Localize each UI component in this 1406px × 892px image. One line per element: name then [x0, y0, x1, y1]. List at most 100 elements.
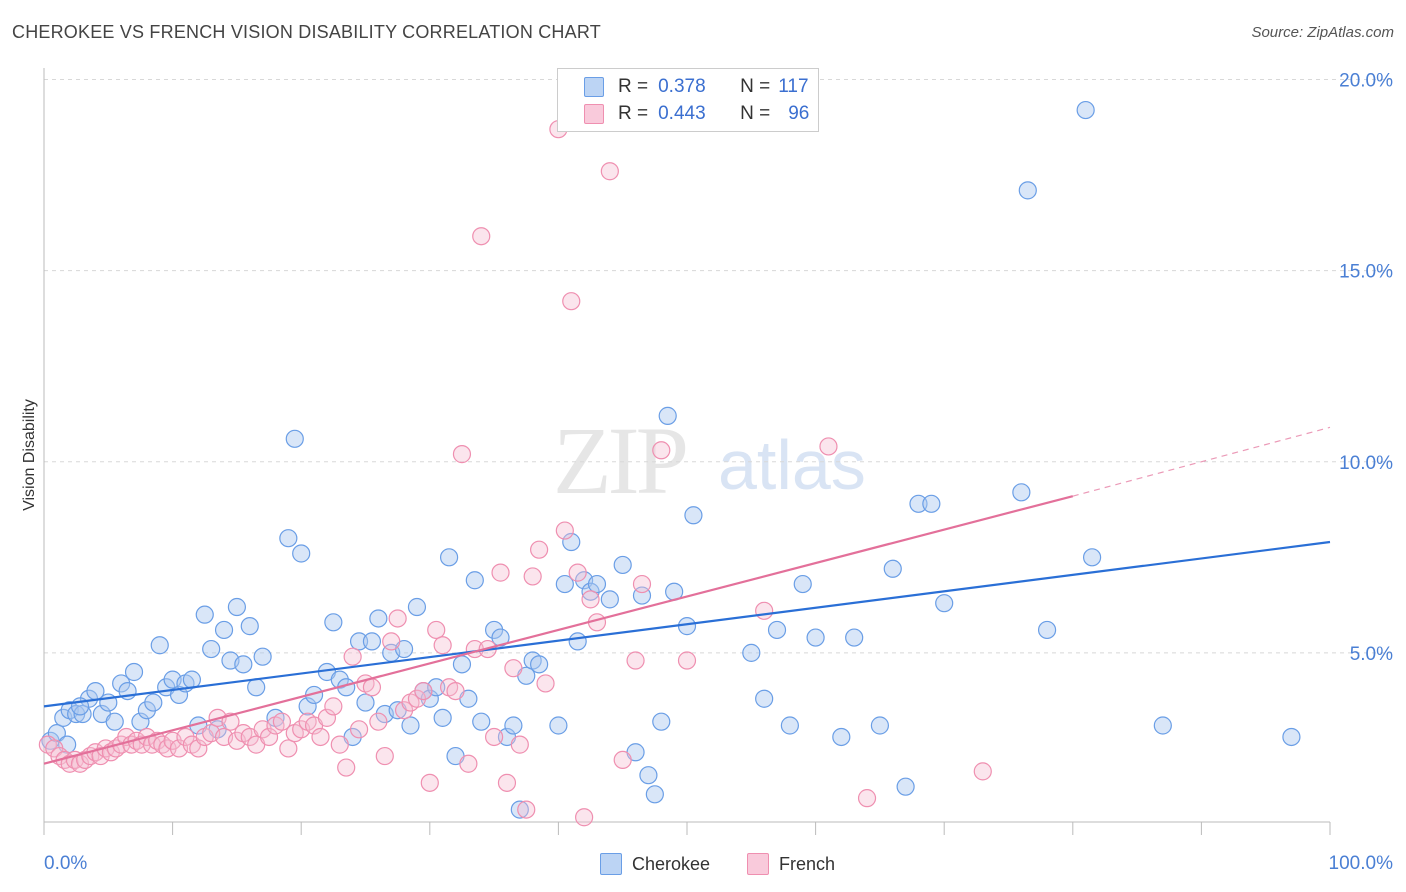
french-point [459, 754, 478, 773]
french-point [632, 574, 652, 594]
french-point [600, 162, 619, 181]
legend: R = 0.378 N = 117 R = 0.443 N = 96 [557, 68, 819, 132]
french-point [581, 590, 600, 609]
source-label: Source: ZipAtlas.com [1251, 24, 1394, 41]
french-point [562, 292, 581, 311]
cherokee-point [742, 643, 761, 662]
x-tick-label-min: 0.0% [44, 853, 87, 874]
french-point [652, 441, 671, 460]
y-tick-label: 20.0% [1339, 71, 1393, 92]
cherokee-point [922, 494, 941, 513]
legend-n-label: N = [740, 76, 771, 97]
cherokee-point [568, 632, 587, 651]
cherokee-point [684, 506, 703, 525]
cherokee-point [324, 613, 343, 632]
bottom-legend-cherokee-label: Cherokee [632, 853, 711, 874]
french-point [857, 789, 877, 808]
cherokee-point [1037, 620, 1057, 640]
french-point [530, 540, 549, 559]
french-point [510, 735, 529, 754]
cherokee-point [362, 632, 382, 651]
french-point [259, 727, 279, 747]
cherokee-point [131, 712, 150, 731]
french-point [555, 521, 574, 540]
cherokee-point [369, 609, 388, 628]
legend-row-cherokee: R = 0.378 N = 117 [584, 75, 809, 99]
french-point [452, 445, 472, 464]
french-point [575, 808, 594, 827]
cherokee-point [279, 529, 298, 548]
cherokee-point [433, 708, 452, 727]
cherokee-point [105, 712, 124, 731]
french-point [677, 651, 697, 670]
chart-title: CHEROKEE VS FRENCH VISION DISABILITY COR… [12, 22, 601, 42]
cherokee-point [195, 605, 214, 624]
cherokee-point [465, 571, 484, 590]
cherokee-point [292, 544, 311, 563]
cherokee-point [298, 697, 317, 716]
watermark-atlas: atlas [718, 426, 866, 504]
french-point [755, 601, 774, 620]
french-point [382, 632, 401, 651]
cherokee-point [240, 617, 259, 636]
legend-r-label: R = [618, 103, 649, 124]
cherokee-point [896, 777, 915, 796]
cherokee-point [144, 693, 163, 712]
cherokee-point [587, 574, 607, 594]
legend-r-value: 0.378 [658, 76, 706, 97]
cherokee-point [845, 628, 864, 647]
x-tick-label-max: 100.0% [1329, 853, 1394, 874]
bottom-legend-french: French [747, 852, 835, 876]
french-point [279, 739, 298, 758]
cherokee-point [613, 555, 632, 575]
french-point [337, 758, 356, 777]
cherokee-point [150, 636, 169, 655]
cherokee-point [182, 670, 201, 689]
cherokee-point [677, 617, 697, 636]
french-point [324, 697, 343, 716]
cherokee-point [555, 574, 574, 594]
french-points [38, 120, 992, 827]
bottom-legend-cherokee: Cherokee [600, 852, 710, 876]
cherokee-swatch [600, 853, 622, 875]
french-swatch [584, 104, 604, 124]
french-point [414, 681, 433, 701]
cherokee-point [1012, 483, 1031, 502]
legend-r-value: 0.443 [658, 103, 706, 124]
cherokee-point [832, 727, 851, 747]
french-point [317, 708, 337, 727]
french-trend-line [43, 495, 1074, 765]
cherokee-point [349, 632, 369, 651]
cherokee-point [504, 716, 523, 735]
french-point [536, 674, 555, 693]
legend-n-value: 96 [788, 103, 810, 124]
french-trend-extension [1072, 426, 1331, 497]
french-point [446, 681, 465, 701]
legend-r-label: R = [618, 76, 649, 97]
cherokee-point [639, 766, 658, 785]
cherokee-point [767, 620, 787, 640]
cherokee-point [234, 655, 253, 674]
y-tick-label: 5.0% [1350, 644, 1393, 665]
french-point [272, 712, 292, 731]
french-point [523, 567, 542, 586]
french-point [420, 773, 439, 792]
cherokee-point [909, 494, 928, 513]
french-point [388, 609, 407, 628]
french-point [613, 750, 632, 770]
y-axis-label: Vision Disability [21, 399, 38, 511]
trend-lines [43, 426, 1331, 765]
cherokee-point [658, 406, 677, 425]
legend-n-label: N = [740, 103, 771, 124]
cherokee-point [407, 597, 427, 617]
y-tick-label: 10.0% [1339, 453, 1393, 474]
cherokee-point [285, 429, 304, 448]
cherokee-point [227, 597, 246, 617]
french-point [330, 735, 349, 754]
cherokee-point [124, 662, 144, 682]
cherokee-point [1076, 100, 1095, 120]
french-point [504, 659, 523, 678]
cherokee-point [401, 716, 420, 735]
cherokee-point [253, 647, 272, 666]
cherokee-point [1282, 727, 1301, 747]
